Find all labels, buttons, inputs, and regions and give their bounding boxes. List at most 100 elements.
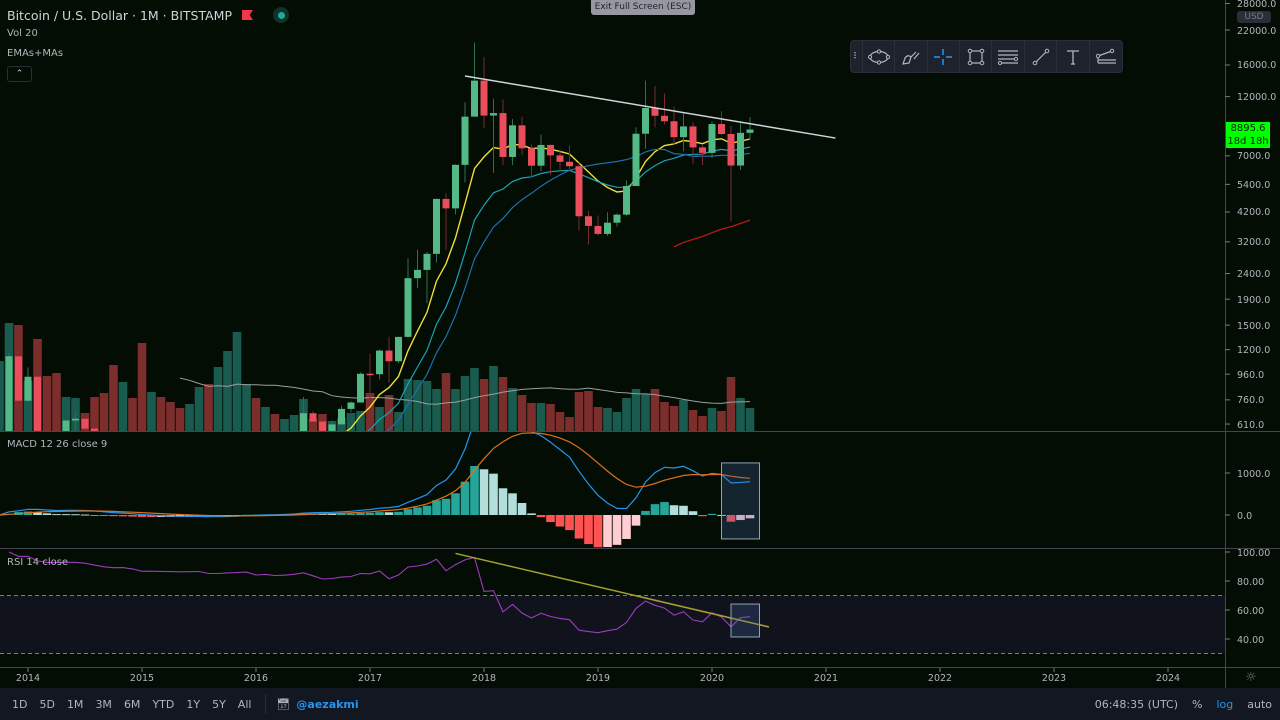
- candle-body: [0, 544, 3, 596]
- volume-legend[interactable]: Vol 20: [7, 28, 38, 39]
- candle-body: [680, 126, 687, 138]
- candle-body: [5, 356, 13, 431]
- candle-body: [594, 225, 602, 234]
- price-tick: 3200.0: [1237, 237, 1271, 249]
- volume-bar: [432, 389, 441, 431]
- drawing-toolbar: ⠇: [850, 40, 1123, 73]
- macd-histogram-bar: [565, 515, 574, 531]
- candle-body: [34, 376, 41, 431]
- text-icon[interactable]: [1057, 41, 1090, 72]
- username-link[interactable]: @aezakmi: [296, 697, 359, 711]
- volume-bar: [584, 391, 593, 431]
- brush-icon[interactable]: [895, 41, 928, 72]
- macd-histogram-bar: [52, 514, 61, 516]
- candle-body: [661, 115, 668, 122]
- candle-body: [338, 408, 345, 425]
- chevron-up-icon: ⌃: [15, 69, 24, 79]
- volume-bar: [641, 394, 650, 431]
- trend-line-icon[interactable]: [1025, 41, 1058, 72]
- candle-body: [699, 147, 706, 153]
- rsi-tick: 60.00: [1237, 605, 1265, 617]
- time-tick: 2022: [927, 673, 953, 684]
- candle-body: [205, 508, 212, 531]
- parallel-lines-icon[interactable]: [992, 41, 1025, 72]
- candle-body: [110, 474, 117, 489]
- macd-legend[interactable]: MACD 12 26 close 9: [7, 439, 108, 450]
- calendar-icon[interactable]: 📅︎: [276, 697, 291, 711]
- exit-fullscreen-button[interactable]: Exit Full Screen (ESC): [591, 0, 695, 15]
- range-3m[interactable]: 3M: [95, 697, 112, 711]
- candle-body: [585, 216, 592, 226]
- gear-icon[interactable]: ☼: [1245, 670, 1257, 685]
- time-tick: 2016: [243, 673, 269, 684]
- macd-histogram-bar: [33, 512, 42, 515]
- chart-canvas[interactable]: [0, 0, 1280, 688]
- time-tick: 2023: [1041, 673, 1067, 684]
- volume-bar: [0, 361, 4, 431]
- macd-tick: 1000.0: [1237, 468, 1271, 480]
- ellipse-icon[interactable]: [863, 41, 896, 72]
- candle-body: [737, 132, 744, 166]
- flag-icon[interactable]: [242, 10, 253, 20]
- candle-body: [215, 528, 222, 531]
- range-1m[interactable]: 1M: [66, 697, 84, 711]
- macd-line: [0, 432, 751, 518]
- volume-bar: [308, 419, 318, 431]
- range-1d[interactable]: 1D: [12, 697, 28, 711]
- candle-body: [328, 424, 336, 431]
- symbol-legend: Bitcoin / U.S. Dollar · 1M · BITSTAMP: [7, 7, 289, 23]
- range-6m[interactable]: 6M: [123, 697, 141, 711]
- pitchfork-icon[interactable]: [1090, 41, 1122, 72]
- crosshair-icon[interactable]: [928, 41, 961, 72]
- macd-histogram-bar: [422, 505, 432, 515]
- volume-bar: [213, 367, 223, 431]
- macd-histogram-bar: [660, 502, 669, 515]
- rsi-legend[interactable]: RSI 14 close: [7, 557, 69, 568]
- volume-bar: [631, 389, 641, 431]
- macd-histogram-bar: [337, 513, 346, 515]
- range-1y[interactable]: 1Y: [186, 697, 201, 711]
- volume-bar: [422, 381, 432, 431]
- candle-body: [262, 461, 269, 480]
- time-tick: 2018: [471, 673, 497, 684]
- volume-bar: [346, 413, 356, 431]
- macd-histogram-bar: [118, 515, 128, 517]
- clock[interactable]: 06:48:35 (UTC): [1094, 697, 1178, 711]
- grip-icon[interactable]: ⠇: [851, 41, 863, 72]
- volume-bar: [745, 408, 755, 431]
- symbol-title[interactable]: Bitcoin / U.S. Dollar · 1M · BITSTAMP: [7, 7, 232, 23]
- macd-histogram-bar: [365, 512, 375, 515]
- macd-histogram-bar: [498, 488, 508, 515]
- candle-body: [272, 461, 279, 466]
- candle-body: [613, 214, 621, 223]
- range-ytd[interactable]: YTD: [152, 697, 175, 711]
- volume-bar: [23, 381, 33, 431]
- ma-legend[interactable]: EMAs+MAs: [7, 48, 64, 59]
- candle-body: [575, 166, 583, 217]
- macd-histogram-bar: [707, 513, 717, 515]
- candle-body: [746, 129, 754, 133]
- log-scale-toggle[interactable]: log: [1216, 697, 1234, 711]
- candle-body: [376, 350, 383, 375]
- currency-label[interactable]: USD: [1237, 11, 1271, 23]
- macd-histogram-bar: [147, 515, 156, 517]
- candle-body: [120, 477, 127, 489]
- divider: [265, 694, 267, 714]
- volume-bar: [669, 406, 679, 431]
- auto-scale-toggle[interactable]: auto: [1247, 697, 1272, 711]
- rectangle-icon[interactable]: [960, 41, 993, 72]
- volume-bar: [451, 389, 460, 431]
- volume-bar: [441, 373, 451, 431]
- percent-scale-toggle[interactable]: %: [1192, 697, 1203, 711]
- collapse-legend-button[interactable]: ⌃: [7, 66, 32, 82]
- candle-body: [642, 107, 649, 134]
- range-5d[interactable]: 5D: [39, 697, 55, 711]
- range-5y[interactable]: 5Y: [212, 697, 226, 711]
- candle-body: [509, 125, 516, 157]
- candle-body: [651, 107, 659, 116]
- range-all[interactable]: All: [237, 697, 252, 711]
- candle-body: [357, 373, 364, 403]
- macd-histogram-bar: [688, 511, 698, 515]
- price-tick: 5400.0: [1237, 179, 1271, 191]
- volume-bar: [413, 380, 422, 431]
